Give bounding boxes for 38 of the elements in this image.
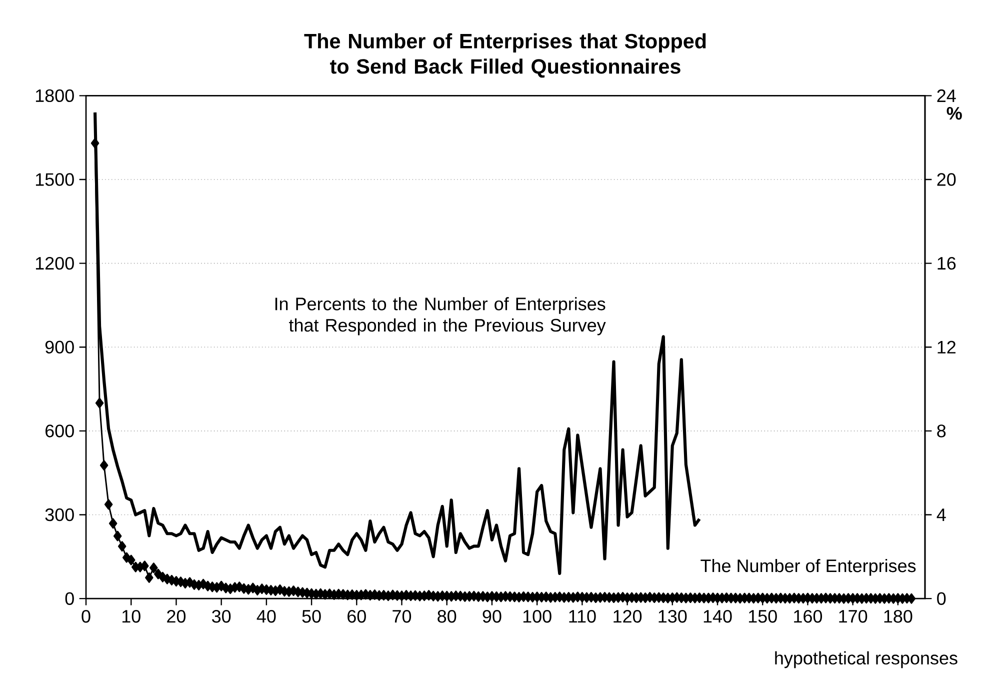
y-tick-label: 300 <box>45 508 74 522</box>
y2-axis-title: % <box>946 106 962 120</box>
x-tick-label: 120 <box>614 610 642 623</box>
x-tick-label: 170 <box>839 610 868 623</box>
y2-tick-label: 24 <box>937 89 956 102</box>
x-tick-label: 30 <box>212 610 231 623</box>
x-tick-label: 70 <box>392 610 412 623</box>
y2-tick-label: 20 <box>937 173 956 186</box>
x-tick-label: 160 <box>794 610 822 623</box>
x-axis-title: hypothetical responses <box>775 651 958 668</box>
y-tick-label: 1500 <box>36 173 74 186</box>
x-tick-label: 150 <box>748 610 777 623</box>
chart-title: The Number of Enterprises that Stopped to Send Back Filled Questionnaires <box>304 33 706 78</box>
y2-tick-label: 16 <box>938 256 956 270</box>
y2-tick-label: 8 <box>937 424 946 438</box>
series-label: The Number of Enterprises <box>700 559 916 576</box>
y-tick-label: 1800 <box>36 89 74 102</box>
x-tick-label: 20 <box>167 610 186 623</box>
y2-tick-label: 0 <box>937 592 946 605</box>
x-tick-label: 80 <box>438 610 456 623</box>
y-tick-label: 0 <box>65 592 74 605</box>
y-tick-label: 900 <box>45 340 74 354</box>
x-tick-label: 10 <box>122 610 140 623</box>
x-tick-label: 60 <box>348 610 366 623</box>
x-tick-label: 180 <box>884 610 912 623</box>
y-tick-label: 1200 <box>36 256 74 270</box>
series-label: In Percents to the Number of Enterprises that Responded in the Previous Survey <box>275 297 606 336</box>
y2-tick-label: 4 <box>936 508 946 521</box>
x-tick-label: 130 <box>658 610 687 623</box>
x-tick-label: 50 <box>302 610 321 623</box>
x-tick-label: 100 <box>523 610 552 623</box>
x-tick-label: 140 <box>704 610 732 623</box>
x-tick-label: 40 <box>256 610 276 623</box>
x-tick-label: 110 <box>569 610 596 623</box>
y-tick-label: 600 <box>46 424 74 438</box>
x-tick-label: 90 <box>482 610 502 623</box>
y2-tick-label: 12 <box>938 340 956 354</box>
x-tick-label: 0 <box>82 610 90 623</box>
